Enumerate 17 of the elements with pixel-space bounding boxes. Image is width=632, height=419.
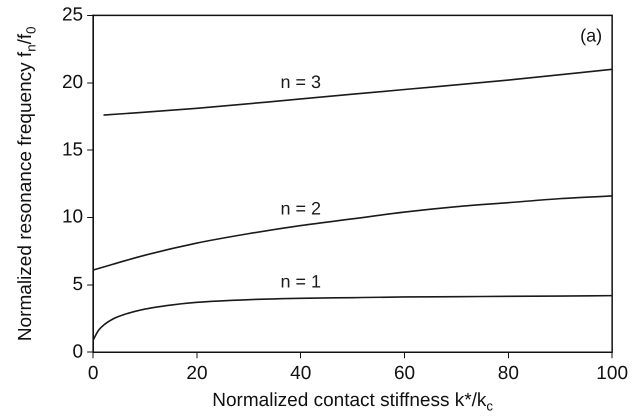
series-label: n = 2 [280,198,322,219]
x-tick-label: 40 [290,362,312,384]
y-tick-label: 0 [72,341,84,362]
y-tick-label: 10 [62,206,84,228]
y-axis-title: Normalized resonance frequency fn/f0 [15,26,38,342]
y-tick-label: 25 [62,4,84,26]
x-tick-label: 20 [186,362,208,384]
series-label: n = 3 [280,72,322,92]
x-tick-label: 0 [88,362,98,384]
y-tick-label: 15 [62,139,84,160]
series-label: n = 1 [280,271,322,292]
x-tick-label: 100 [596,362,628,384]
y-tick-label: 20 [62,72,84,93]
annotation: (a) [580,25,602,46]
x-tick-label: 60 [394,362,416,384]
y-tick-label: 5 [72,274,84,296]
x-tick-label: 80 [498,362,519,384]
